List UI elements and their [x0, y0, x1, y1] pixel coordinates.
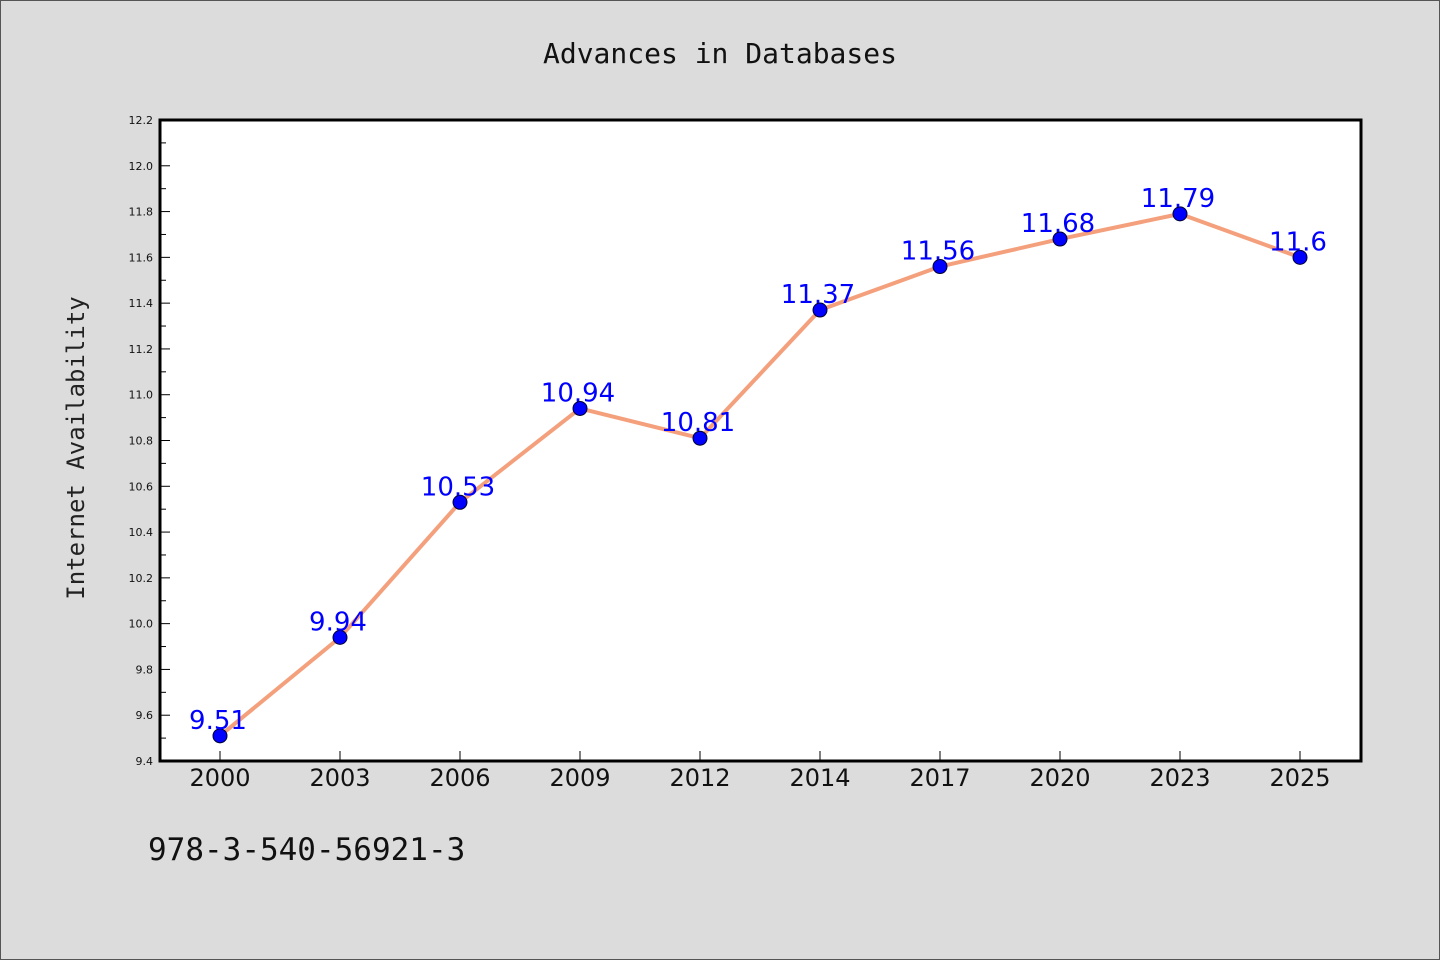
plot-area	[160, 120, 1361, 761]
y-tick-label: 10.2	[129, 572, 154, 585]
x-tick-label: 2014	[789, 764, 850, 792]
data-label: 11.37	[781, 280, 855, 310]
data-point	[332, 629, 348, 645]
chart-title: Advances in Databases	[543, 37, 897, 70]
series-line: 9.51 9.94 10.53 10.94 10.81 11.37 11.56 11.68 11…	[189, 184, 1327, 744]
data-point	[812, 302, 828, 318]
data-label: 10.94	[541, 378, 615, 408]
y-tick-label: 9.8	[136, 663, 154, 676]
y-tick-label: 11.0	[129, 389, 154, 402]
data-label: 10.81	[661, 408, 735, 438]
plot-border	[158, 118, 1363, 763]
data-point	[1292, 249, 1308, 265]
axes: 9.4 9.6 9.8 10.0 10.2 10.4 10.6 10.8 11.0 11.2 11.…	[129, 114, 1331, 792]
y-tick-label: 12.2	[129, 114, 154, 127]
data-point	[692, 430, 708, 446]
x-tick-label: 2012	[669, 764, 730, 792]
data-label: 11.79	[1141, 184, 1215, 214]
x-tick-label: 2003	[309, 764, 370, 792]
data-point	[1052, 231, 1068, 247]
y-tick-label: 10.6	[129, 480, 154, 493]
x-tick-label: 2025	[1269, 764, 1330, 792]
y-tick-label: 12.0	[129, 160, 154, 173]
x-tick-label: 2017	[909, 764, 970, 792]
y-tick-label: 9.6	[136, 709, 154, 722]
data-point	[932, 259, 948, 275]
y-tick-label: 10.4	[129, 526, 154, 539]
data-point	[1172, 206, 1188, 222]
y-tick-label: 10.8	[129, 435, 154, 448]
x-tick-label: 2020	[1029, 764, 1090, 792]
data-label: 11.68	[1021, 209, 1095, 239]
series-line-path	[218, 211, 1301, 738]
data-point	[572, 400, 588, 416]
data-label: 9.51	[189, 706, 247, 736]
y-tick-label: 11.4	[129, 297, 154, 310]
data-point	[212, 728, 228, 744]
x-tick-label: 2006	[429, 764, 490, 792]
y-tick-label: 9.4	[136, 755, 154, 768]
data-label: 10.53	[421, 472, 495, 502]
x-tick-label: 2000	[189, 764, 250, 792]
y-tick-label: 11.6	[129, 251, 154, 264]
y-tick-label: 11.2	[129, 343, 154, 356]
footer-code: 978-3-540-56921-3	[148, 832, 466, 868]
data-label: 11.6	[1269, 227, 1327, 257]
y-tick-label: 11.8	[129, 206, 154, 219]
data-label: 9.94	[309, 607, 367, 637]
y-axis-label: Internet Availability	[62, 296, 90, 599]
x-tick-label: 2023	[1149, 764, 1210, 792]
y-tick-label: 10.0	[129, 618, 154, 631]
x-tick-label: 2009	[549, 764, 610, 792]
data-point	[452, 494, 468, 510]
data-label: 11.56	[901, 237, 975, 267]
